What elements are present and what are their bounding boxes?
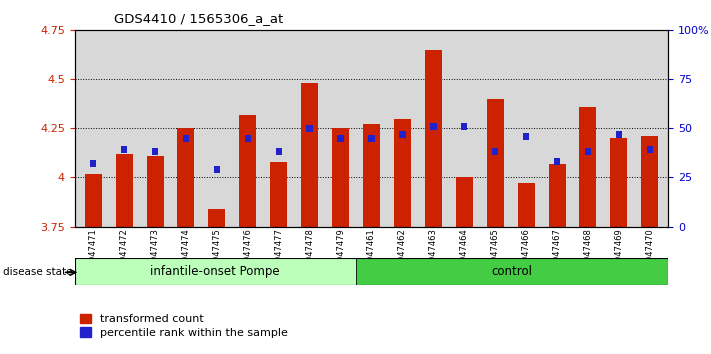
Bar (275, 148, 282, 155)
Bar (178, 128, 195, 227)
Bar (368, 135, 375, 142)
Text: GDS4410 / 1565306_a_at: GDS4410 / 1565306_a_at (114, 12, 283, 25)
Bar (90, 160, 97, 167)
Bar (85, 173, 102, 227)
Bar (584, 148, 591, 155)
Bar (430, 123, 437, 130)
Bar (121, 147, 127, 154)
Bar (306, 125, 313, 132)
Text: control: control (491, 265, 533, 278)
Bar (610, 138, 627, 227)
Bar (456, 177, 473, 227)
Bar (146, 156, 164, 227)
Bar (579, 107, 597, 227)
Bar (399, 131, 406, 138)
Bar (332, 128, 349, 227)
Bar (356, 258, 668, 285)
Bar (486, 99, 503, 227)
Bar (425, 50, 442, 227)
Bar (214, 166, 220, 173)
Bar (301, 83, 318, 227)
Bar (75, 258, 356, 285)
Bar (116, 154, 133, 227)
Bar (183, 135, 189, 142)
Bar (208, 209, 225, 227)
Bar (363, 124, 380, 227)
Bar (616, 131, 622, 138)
Bar (554, 158, 560, 165)
Bar (337, 135, 344, 142)
Bar (641, 136, 658, 227)
Text: infantile-onset Pompe: infantile-onset Pompe (151, 265, 280, 278)
Bar (492, 148, 498, 155)
Bar (394, 119, 411, 227)
Bar (523, 133, 529, 140)
Bar (646, 147, 653, 154)
Bar (548, 164, 565, 227)
Bar (152, 148, 159, 155)
Bar (518, 183, 535, 227)
Bar (240, 115, 257, 227)
Bar (245, 135, 251, 142)
Legend: transformed count, percentile rank within the sample: transformed count, percentile rank withi… (80, 314, 288, 338)
Bar (461, 123, 468, 130)
Text: disease state: disease state (3, 267, 73, 276)
Bar (270, 162, 287, 227)
